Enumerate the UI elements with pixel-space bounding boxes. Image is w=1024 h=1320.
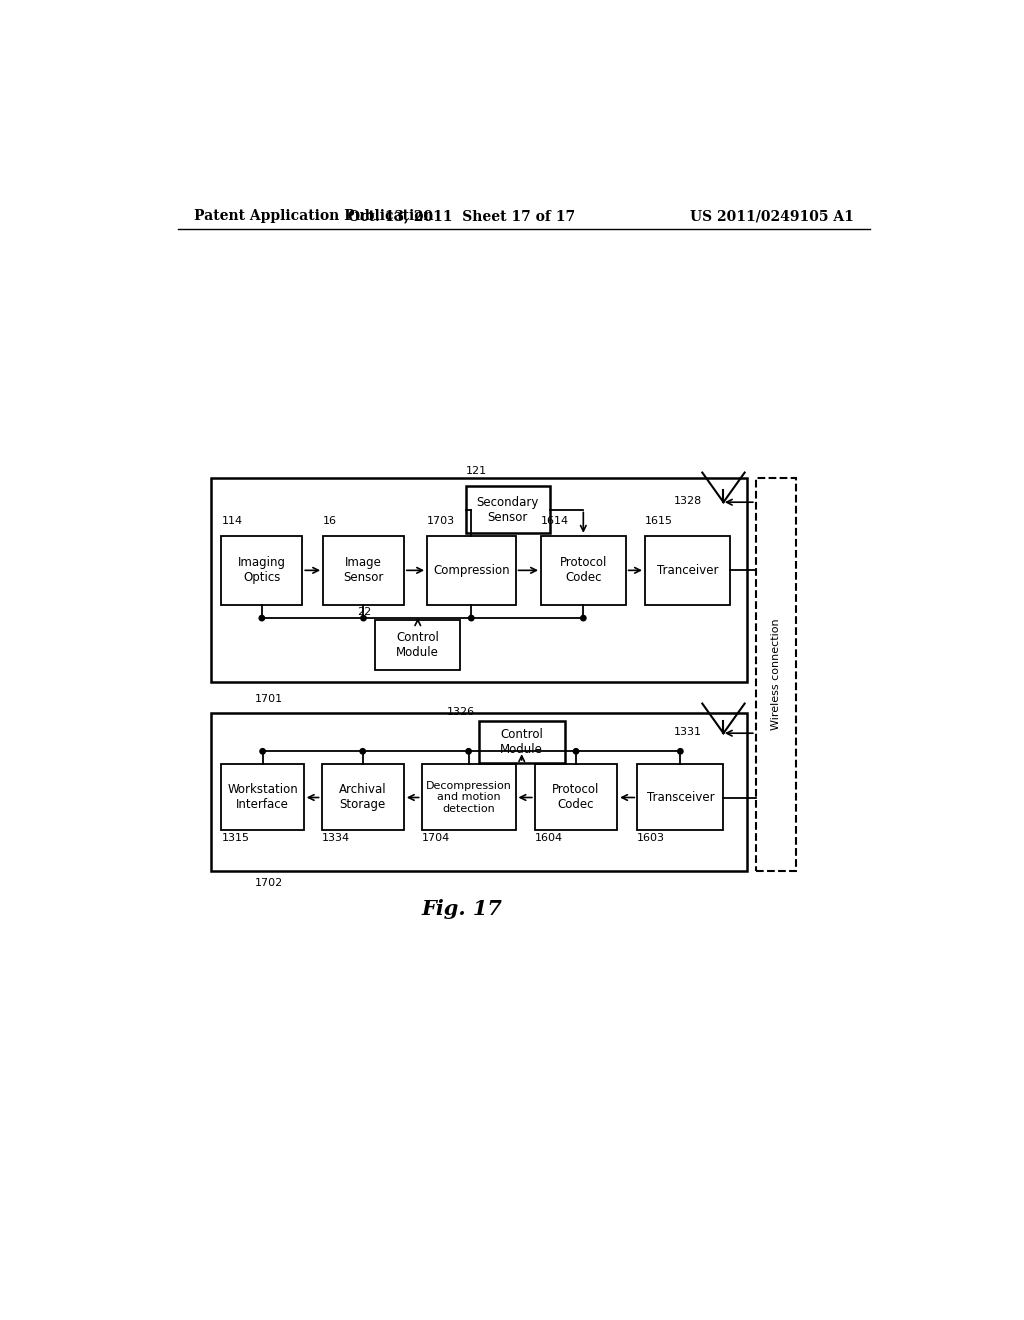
Text: 114: 114 [221, 516, 243, 527]
Circle shape [678, 748, 683, 754]
Bar [211, 713, 746, 871]
Circle shape [360, 748, 366, 754]
Text: Imaging
Optics: Imaging Optics [238, 556, 286, 585]
Text: Compression: Compression [433, 564, 510, 577]
Circle shape [360, 615, 367, 620]
Text: Patent Application Publication: Patent Application Publication [194, 209, 433, 223]
Text: 1615: 1615 [645, 516, 673, 527]
Text: Transceiver: Transceiver [646, 791, 714, 804]
Text: Fig. 17: Fig. 17 [421, 899, 502, 919]
Text: Protocol
Codec: Protocol Codec [552, 783, 600, 810]
Text: 1701: 1701 [255, 693, 284, 704]
Bar [427, 536, 515, 605]
Bar [466, 486, 550, 533]
Text: 1604: 1604 [535, 833, 563, 843]
Text: Protocol
Codec: Protocol Codec [560, 556, 607, 585]
Text: 1703: 1703 [427, 516, 455, 527]
Bar [376, 620, 460, 671]
Text: Image
Sensor: Image Sensor [343, 556, 384, 585]
Bar [478, 721, 565, 763]
Bar [756, 478, 796, 871]
Bar [541, 536, 626, 605]
Text: 1328: 1328 [674, 496, 701, 506]
Circle shape [260, 748, 265, 754]
Text: 1334: 1334 [322, 833, 349, 843]
Text: Control
Module: Control Module [396, 631, 439, 660]
Bar [221, 536, 302, 605]
Text: 1603: 1603 [637, 833, 666, 843]
Text: US 2011/0249105 A1: US 2011/0249105 A1 [690, 209, 854, 223]
Bar [211, 478, 746, 682]
Text: Control
Module: Control Module [501, 727, 543, 755]
Bar [645, 536, 730, 605]
Bar [221, 764, 304, 830]
Text: Workstation
Interface: Workstation Interface [227, 783, 298, 810]
Bar [637, 764, 724, 830]
Bar [535, 764, 617, 830]
Text: 16: 16 [323, 516, 337, 527]
Text: Secondary
Sensor: Secondary Sensor [477, 495, 539, 524]
Circle shape [581, 615, 586, 620]
Circle shape [259, 615, 264, 620]
Bar [422, 764, 515, 830]
Circle shape [466, 748, 471, 754]
Text: Wireless connection: Wireless connection [771, 619, 781, 730]
Text: Tranceiver: Tranceiver [656, 564, 718, 577]
Text: 1326: 1326 [446, 706, 475, 717]
Text: Archival
Storage: Archival Storage [339, 783, 386, 810]
Text: 121: 121 [466, 466, 486, 477]
Text: Oct. 13, 2011  Sheet 17 of 17: Oct. 13, 2011 Sheet 17 of 17 [348, 209, 575, 223]
Text: 1704: 1704 [422, 833, 450, 843]
Text: Decompression
and motion
detection: Decompression and motion detection [426, 780, 512, 813]
Text: 22: 22 [357, 607, 372, 616]
Bar [322, 764, 403, 830]
Text: 1331: 1331 [674, 726, 701, 737]
Bar [323, 536, 403, 605]
Circle shape [469, 615, 474, 620]
Text: 1614: 1614 [541, 516, 569, 527]
Circle shape [573, 748, 579, 754]
Text: 1702: 1702 [255, 878, 284, 888]
Text: 1315: 1315 [221, 833, 250, 843]
